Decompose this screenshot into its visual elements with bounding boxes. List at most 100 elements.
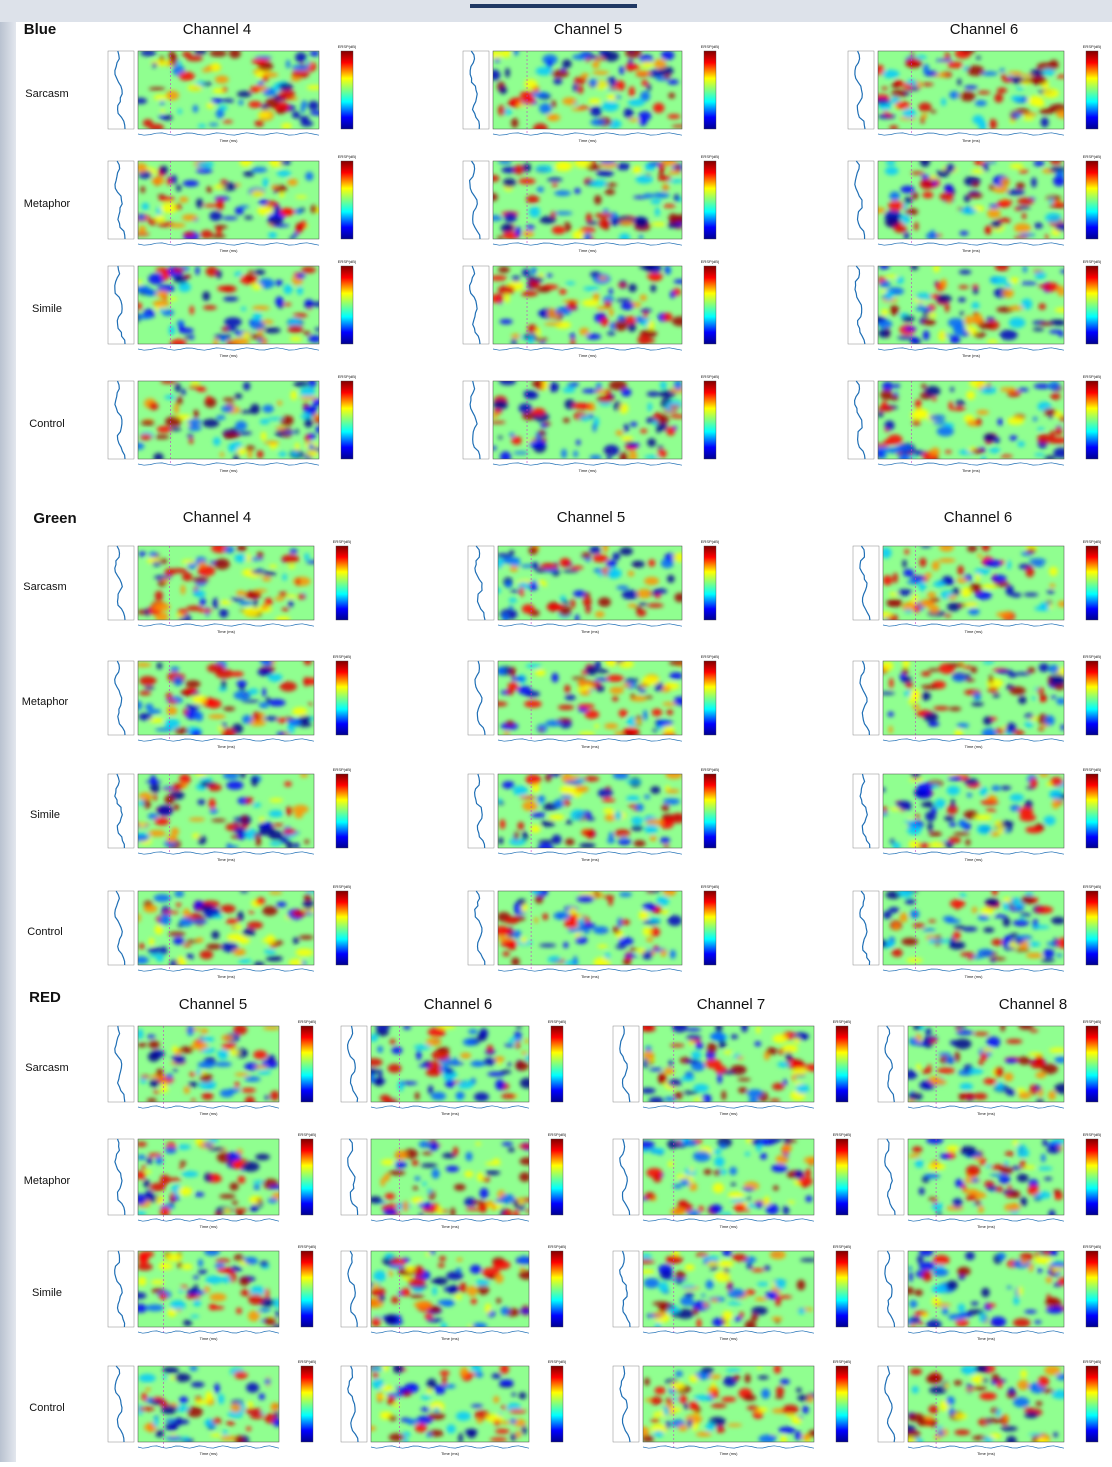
trace-line <box>115 891 125 965</box>
condition-label: Control <box>27 926 62 938</box>
blob <box>689 1041 694 1045</box>
blob <box>148 830 166 837</box>
colorbar <box>836 1366 848 1442</box>
blob <box>971 1302 979 1306</box>
blob <box>954 1052 959 1063</box>
blob <box>642 951 653 959</box>
blob <box>955 48 971 58</box>
blob <box>958 819 966 827</box>
blob <box>292 111 300 118</box>
blob <box>688 1419 693 1428</box>
trace-frame <box>613 1139 639 1215</box>
blob <box>249 911 255 914</box>
blob <box>310 111 325 116</box>
blob <box>527 324 537 333</box>
blob <box>578 704 595 709</box>
blob <box>304 303 313 309</box>
blob <box>638 602 647 605</box>
blob <box>1044 1177 1052 1180</box>
blob <box>475 1372 483 1378</box>
blob <box>649 1097 664 1104</box>
blob <box>195 266 199 275</box>
blob <box>243 382 250 391</box>
blob <box>1017 935 1033 940</box>
colorbar-label: ERSP(dB) <box>1083 1132 1102 1137</box>
blob <box>137 913 141 922</box>
blob <box>603 209 609 214</box>
blob <box>188 84 203 91</box>
blob <box>245 1408 262 1415</box>
blob <box>248 1311 260 1322</box>
blob <box>704 1169 712 1175</box>
blob <box>532 408 546 416</box>
blob <box>724 1051 732 1055</box>
blob <box>136 280 142 285</box>
blob <box>579 415 590 421</box>
blob <box>1044 456 1056 461</box>
erp-line <box>371 1446 529 1448</box>
blob <box>268 1198 278 1203</box>
blob <box>157 662 163 669</box>
blob <box>1016 87 1024 90</box>
heatmap <box>135 1138 286 1218</box>
blob <box>586 221 598 225</box>
colorbar-label: ERSP(dB) <box>701 44 720 49</box>
blob <box>965 679 975 682</box>
blob <box>1049 1048 1066 1053</box>
blob <box>904 609 913 613</box>
heatmap <box>874 48 1070 130</box>
blob <box>280 416 293 426</box>
blob <box>653 588 667 594</box>
blob <box>936 1211 942 1215</box>
blob <box>1056 698 1066 705</box>
blob <box>992 575 1007 582</box>
blob <box>987 687 998 693</box>
blob <box>894 224 907 233</box>
blob <box>218 725 223 731</box>
blob <box>599 218 610 229</box>
blob <box>182 572 192 581</box>
blob <box>919 1187 925 1195</box>
blob <box>170 339 186 348</box>
blob <box>1045 1299 1062 1307</box>
blob <box>563 418 570 423</box>
blob <box>997 201 1011 207</box>
blob <box>670 1382 684 1390</box>
blob <box>1009 76 1013 79</box>
blob <box>1053 1432 1058 1437</box>
blob <box>881 547 892 558</box>
blob <box>928 1197 934 1200</box>
blob <box>734 1203 746 1212</box>
blob <box>498 267 510 273</box>
blob <box>960 208 978 213</box>
blob <box>1018 696 1026 704</box>
blob <box>944 816 955 822</box>
blob <box>290 549 298 554</box>
blob <box>182 560 196 564</box>
blob <box>246 797 254 804</box>
channel-header: Channel 4 <box>183 21 251 38</box>
blob <box>1007 560 1011 569</box>
blob <box>674 593 685 602</box>
blob <box>1016 182 1025 189</box>
blob <box>643 193 654 198</box>
blob <box>427 1432 432 1437</box>
blob <box>370 1366 383 1372</box>
blob <box>251 570 266 574</box>
blob <box>985 1418 1003 1423</box>
blob <box>206 944 222 950</box>
blob <box>284 285 293 295</box>
blob <box>200 597 206 606</box>
erp-line <box>908 1219 1064 1221</box>
blob <box>914 1289 923 1296</box>
blob <box>531 267 537 275</box>
blob <box>166 1436 182 1441</box>
blob <box>498 105 505 116</box>
blob <box>889 678 893 688</box>
blob <box>250 1413 264 1419</box>
blob <box>922 114 928 119</box>
blob <box>498 436 502 440</box>
heatmap <box>137 543 317 624</box>
blob <box>558 705 574 710</box>
blob <box>739 1312 744 1318</box>
